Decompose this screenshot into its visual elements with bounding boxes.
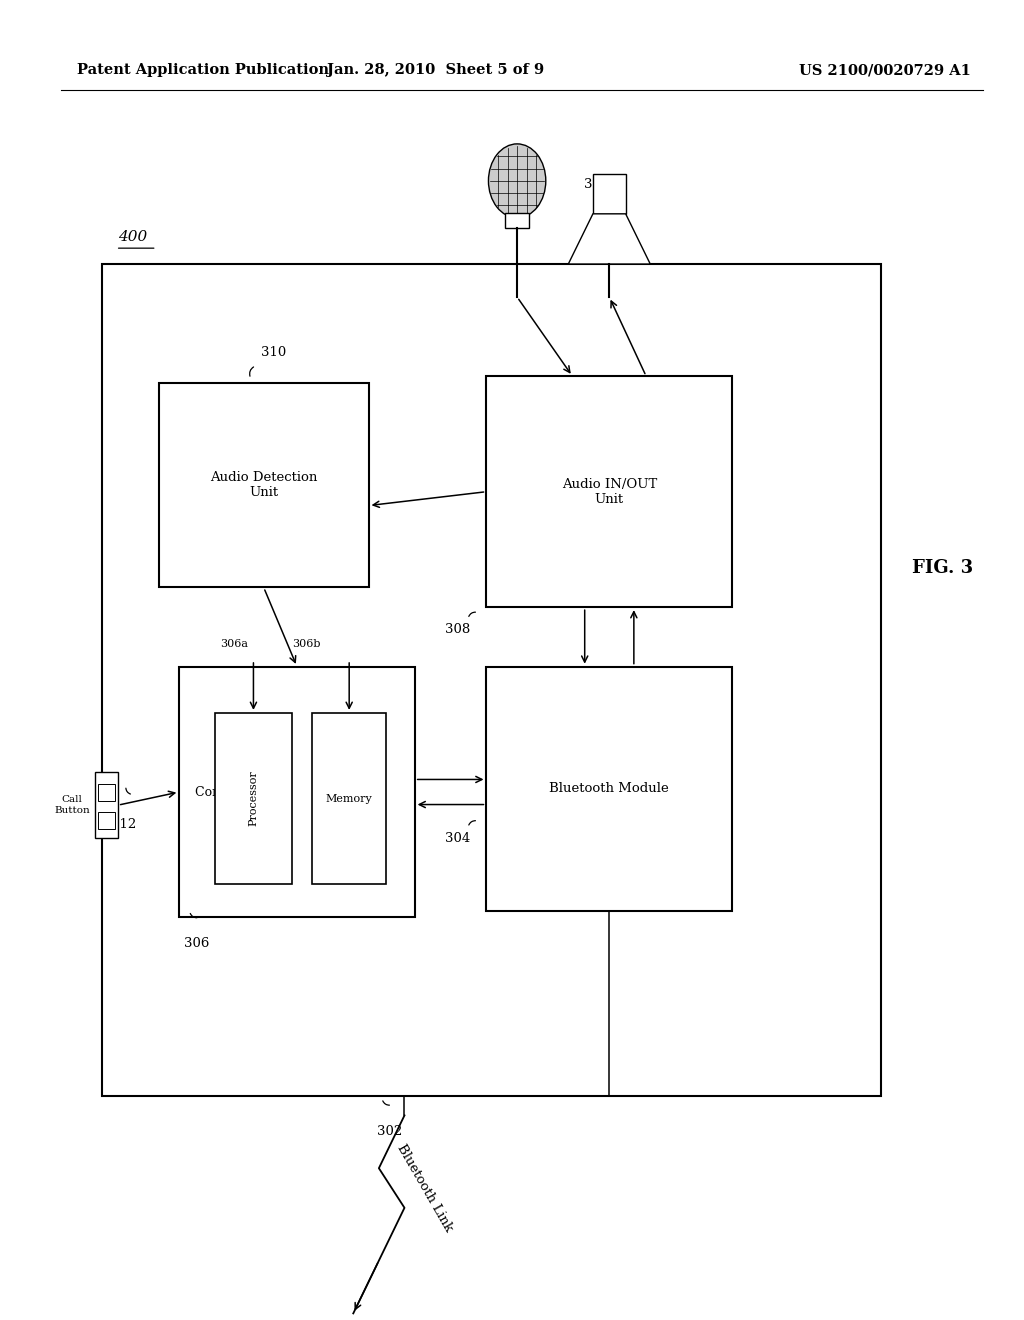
Bar	[95, 772, 118, 838]
Text: Control Unit: Control Unit	[195, 785, 273, 799]
Bar	[102, 264, 881, 1096]
Text: Processor: Processor	[249, 771, 258, 826]
Bar	[159, 383, 369, 587]
Text: 306a: 306a	[220, 639, 248, 649]
Text: 302: 302	[377, 1125, 402, 1138]
Text: Call
Button: Call Button	[54, 796, 90, 814]
Bar	[486, 376, 732, 607]
Bar	[505, 213, 529, 228]
Text: FIG. 3: FIG. 3	[911, 558, 973, 577]
Text: Memory: Memory	[326, 793, 373, 804]
Bar	[179, 667, 415, 917]
Text: 304: 304	[445, 832, 471, 845]
Bar	[98, 812, 115, 829]
Circle shape	[488, 144, 546, 218]
Text: 306: 306	[184, 937, 210, 950]
Text: Bluetooth Link: Bluetooth Link	[394, 1142, 455, 1234]
Bar	[486, 667, 732, 911]
Text: 306b: 306b	[292, 639, 321, 649]
Text: 400: 400	[118, 230, 147, 244]
Bar	[593, 174, 626, 214]
Text: Bluetooth Module: Bluetooth Module	[550, 783, 669, 795]
Text: 308: 308	[445, 623, 471, 636]
Text: Audio Detection
Unit: Audio Detection Unit	[210, 471, 317, 499]
Text: US 2100/0020729 A1: US 2100/0020729 A1	[799, 63, 971, 78]
Polygon shape	[568, 214, 650, 264]
Text: 314: 314	[584, 178, 609, 191]
Text: 312: 312	[111, 818, 136, 832]
Text: Audio IN/OUT
Unit: Audio IN/OUT Unit	[561, 478, 657, 506]
Bar	[215, 713, 292, 884]
Text: Patent Application Publication: Patent Application Publication	[77, 63, 329, 78]
Text: 310: 310	[261, 346, 287, 359]
Bar	[98, 784, 115, 801]
Bar	[312, 713, 386, 884]
Text: Jan. 28, 2010  Sheet 5 of 9: Jan. 28, 2010 Sheet 5 of 9	[327, 63, 544, 78]
Text: 316: 316	[498, 178, 523, 191]
